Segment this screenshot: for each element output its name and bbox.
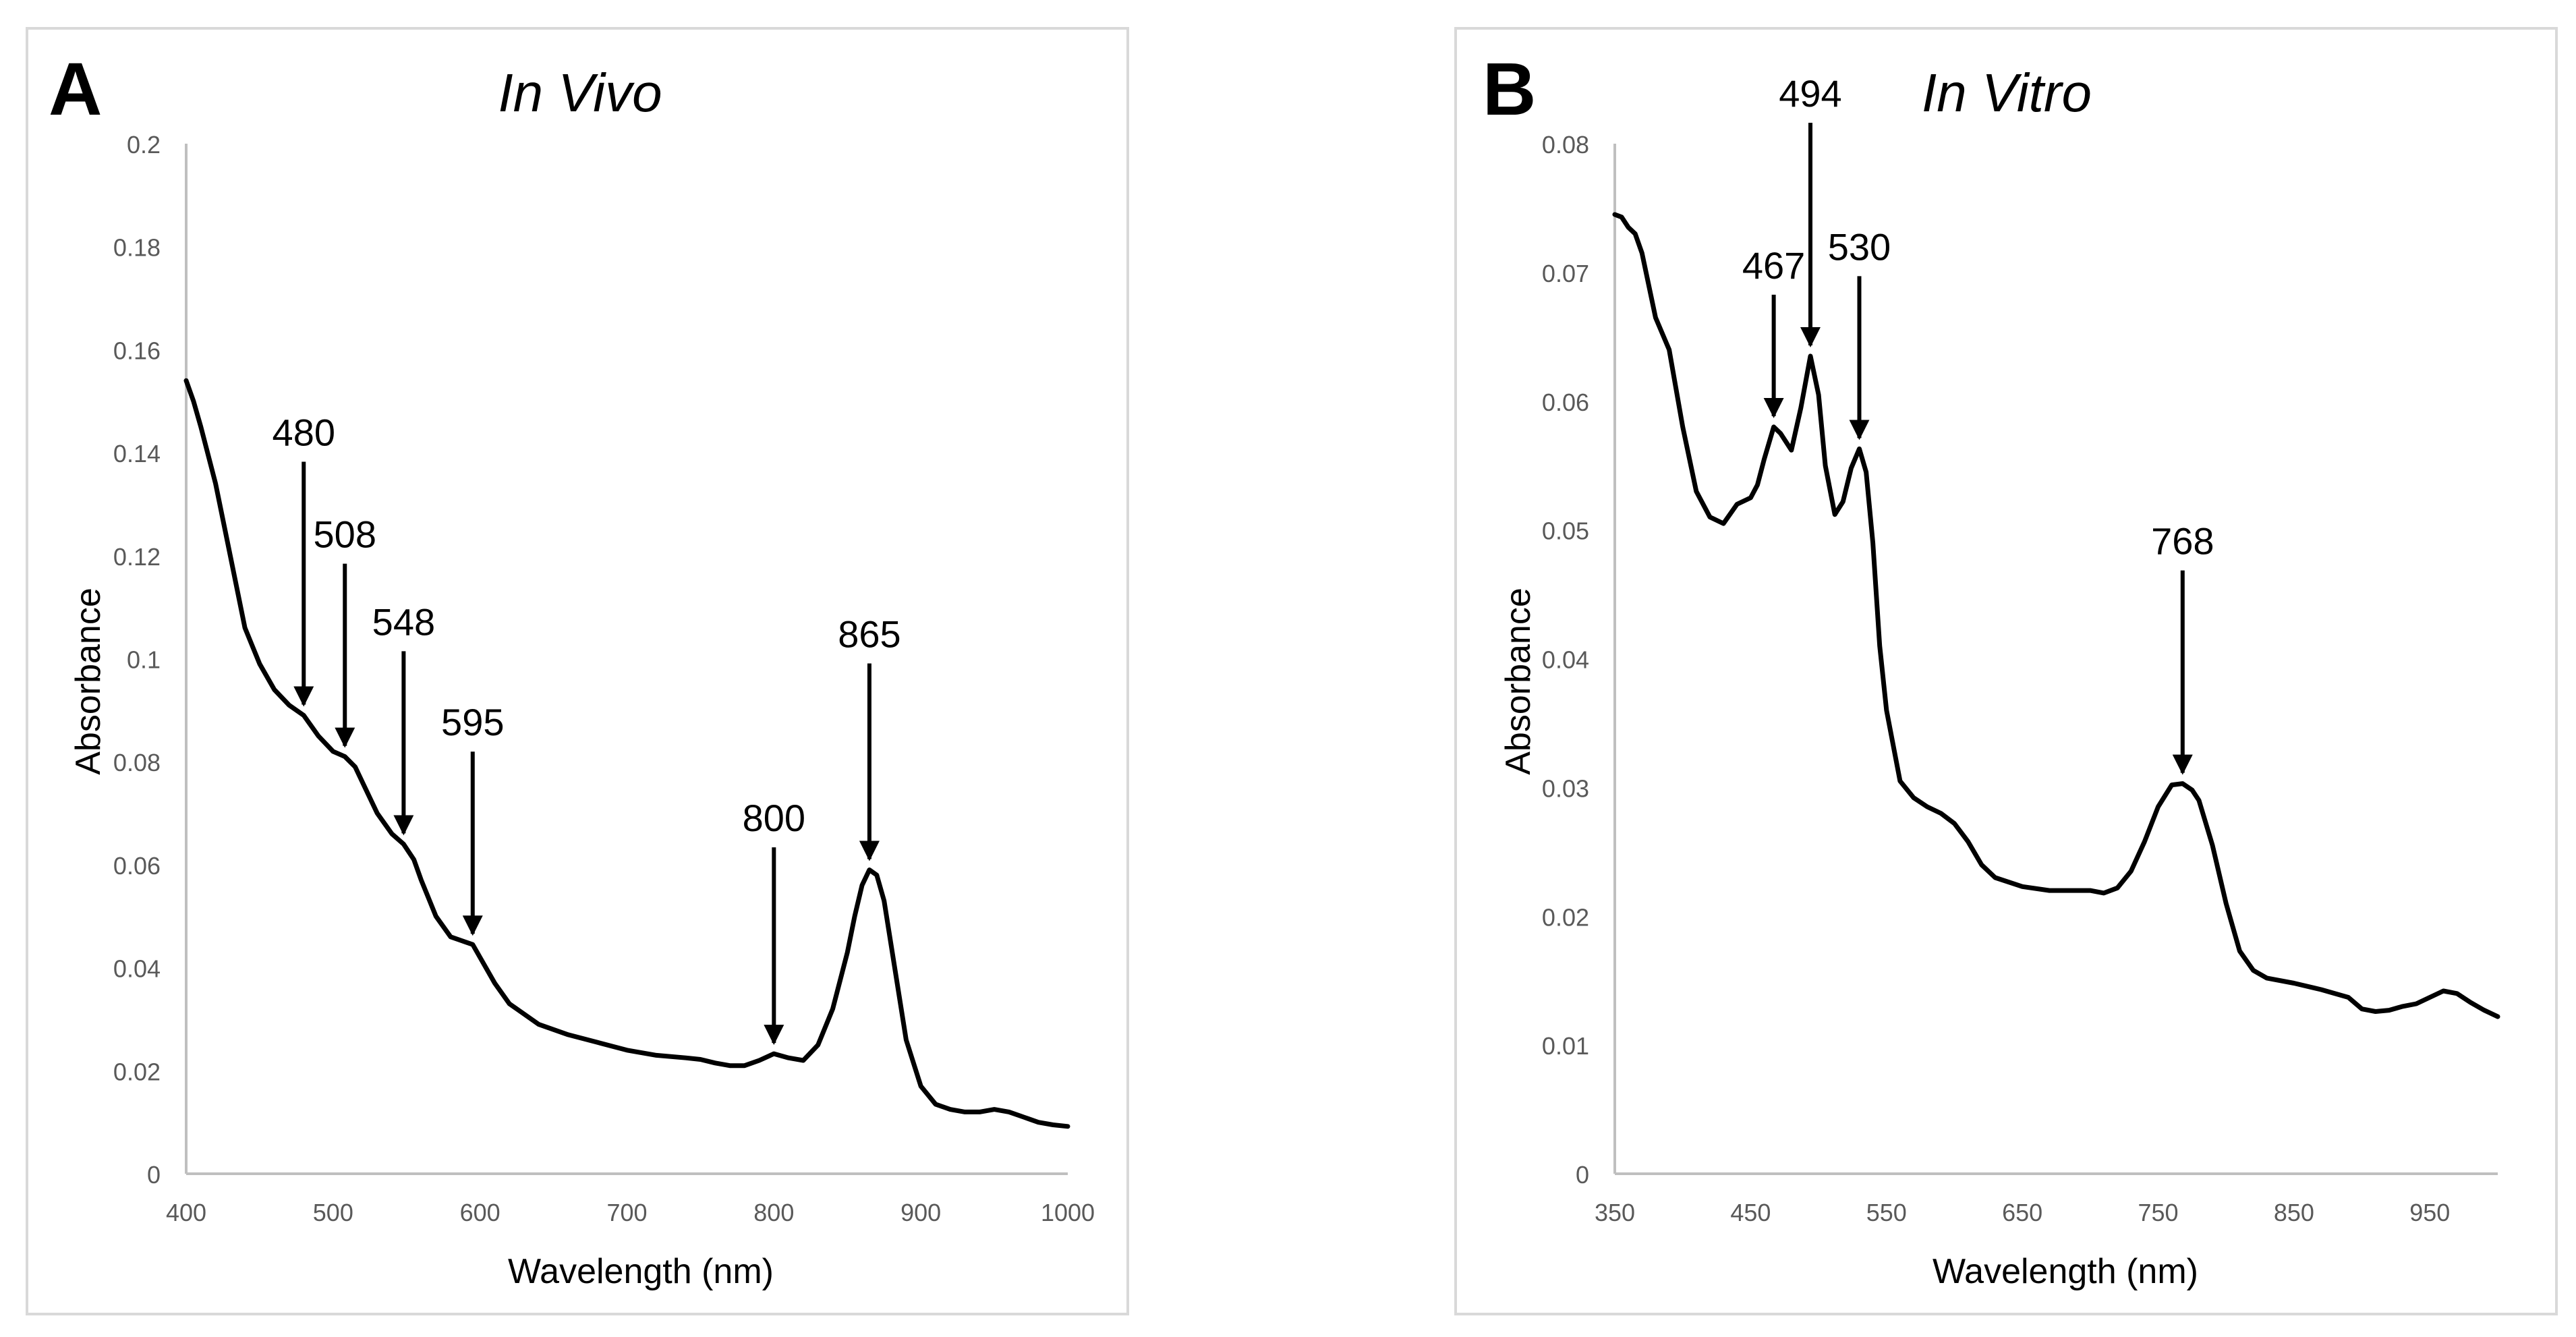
y-tick-label: 0.08: [113, 749, 161, 776]
peak-label: 595: [441, 701, 504, 743]
x-tick-label: 950: [2409, 1199, 2450, 1226]
panel-a-title: In Vivo: [498, 63, 662, 123]
peak-label: 467: [1742, 244, 1805, 287]
panel-a-series-line: [183, 378, 1070, 1129]
panel-b-x-label: Wavelength (nm): [1933, 1252, 2198, 1291]
panel-a-frame: [26, 27, 1129, 1315]
x-tick-label: 600: [460, 1199, 500, 1226]
panel-a-x-ticks: 400 500 600 700 800 900 1000: [166, 1199, 1095, 1226]
y-tick-label: 0.12: [113, 543, 161, 571]
x-tick-label: 850: [2274, 1199, 2314, 1226]
panel-b-y-label: Absorbance: [1499, 588, 1538, 775]
peak-label: 494: [1779, 72, 1841, 115]
x-tick-label: 450: [1730, 1199, 1771, 1226]
y-tick-label: 0.05: [1542, 517, 1589, 545]
y-tick-label: 0.18: [113, 234, 161, 262]
y-tick-label: 0.1: [127, 646, 161, 674]
y-tick-label: 0.02: [1542, 903, 1589, 931]
peak-label: 530: [1828, 225, 1891, 268]
x-tick-label: 800: [753, 1199, 794, 1226]
x-tick-label: 500: [313, 1199, 353, 1226]
x-tick-label: 650: [2002, 1199, 2042, 1226]
y-tick-label: 0.06: [113, 852, 161, 880]
x-tick-label: 750: [2138, 1199, 2178, 1226]
panel-b-series-line: [1612, 212, 2500, 1019]
x-tick-label: 350: [1595, 1199, 1635, 1226]
panel-a-y-ticks: 0 0.02 0.04 0.06 0.08 0.1 0.12 0.14 0.16 0.18 0.2: [113, 131, 161, 1189]
y-tick-label: 0: [147, 1161, 161, 1189]
y-tick-label: 0.07: [1542, 260, 1589, 287]
panel-a-x-label: Wavelength (nm): [508, 1252, 774, 1291]
y-tick-label: 0.06: [1542, 389, 1589, 416]
panel-b-y-ticks: 0 0.01 0.02 0.03 0.04 0.05 0.06 0.07 0.08: [1542, 131, 1589, 1189]
panel-a-y-label: Absorbance: [69, 588, 108, 775]
y-tick-label: 0.04: [1542, 646, 1589, 674]
y-tick-label: 0.08: [1542, 131, 1589, 159]
y-tick-label: 0.03: [1542, 774, 1589, 802]
panel-in-vitro: B In Vitro Absorbance Wavelength (nm) 00…: [1454, 27, 2558, 1315]
panel-in-vivo: A In Vivo Absorbance Wavelength (nm) 0 0.…: [26, 27, 1129, 1315]
y-tick-label: 0.02: [113, 1058, 161, 1085]
panel-b-title: In Vitro: [1922, 63, 2092, 123]
x-tick-label: 700: [606, 1199, 647, 1226]
panel-a-letter: A: [49, 48, 102, 131]
peak-label: 768: [2151, 520, 2214, 563]
peak-label: 508: [314, 513, 376, 556]
y-tick-label: 0: [1576, 1161, 1589, 1189]
panel-b-letter: B: [1483, 48, 1536, 131]
panel-a-peak-annotations: 480 508 548 595 800 865: [273, 411, 901, 1046]
x-tick-label: 550: [1866, 1199, 1907, 1226]
peak-label: 800: [743, 797, 805, 839]
y-tick-label: 0.14: [113, 440, 161, 467]
y-tick-label: 0.04: [113, 955, 161, 983]
y-tick-label: 0.01: [1542, 1032, 1589, 1060]
panel-b-x-ticks: 350 450 550 650 750 850 950: [1595, 1199, 2450, 1226]
peak-label: 548: [372, 600, 435, 643]
peak-label: 480: [273, 411, 335, 453]
peak-label: 865: [838, 613, 900, 656]
x-tick-label: 900: [900, 1199, 941, 1226]
x-tick-label: 1000: [1041, 1199, 1095, 1226]
y-tick-label: 0.16: [113, 337, 161, 364]
panel-b-frame: [1454, 27, 2558, 1315]
x-tick-label: 400: [166, 1199, 206, 1226]
panel-b-peak-annotations: 467 494 530 768: [1742, 72, 2214, 775]
y-tick-label: 0.2: [127, 131, 161, 159]
